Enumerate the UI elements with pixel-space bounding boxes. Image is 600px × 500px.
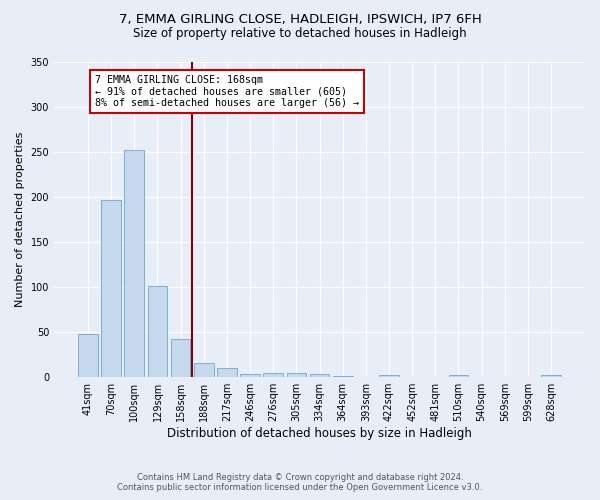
X-axis label: Distribution of detached houses by size in Hadleigh: Distribution of detached houses by size …: [167, 427, 472, 440]
Y-axis label: Number of detached properties: Number of detached properties: [15, 132, 25, 307]
Bar: [171, 340, 190, 377]
Bar: [240, 374, 260, 377]
Text: Contains HM Land Registry data © Crown copyright and database right 2024.
Contai: Contains HM Land Registry data © Crown c…: [118, 473, 482, 492]
Bar: [541, 374, 561, 377]
Bar: [101, 200, 121, 377]
Bar: [124, 150, 144, 377]
Text: 7 EMMA GIRLING CLOSE: 168sqm
← 91% of detached houses are smaller (605)
8% of se: 7 EMMA GIRLING CLOSE: 168sqm ← 91% of de…: [95, 75, 359, 108]
Bar: [263, 372, 283, 377]
Text: Size of property relative to detached houses in Hadleigh: Size of property relative to detached ho…: [133, 28, 467, 40]
Bar: [449, 374, 468, 377]
Bar: [379, 374, 399, 377]
Bar: [287, 372, 306, 377]
Bar: [217, 368, 237, 377]
Bar: [148, 286, 167, 377]
Bar: [310, 374, 329, 377]
Bar: [78, 334, 98, 377]
Text: 7, EMMA GIRLING CLOSE, HADLEIGH, IPSWICH, IP7 6FH: 7, EMMA GIRLING CLOSE, HADLEIGH, IPSWICH…: [119, 12, 481, 26]
Bar: [194, 363, 214, 377]
Bar: [333, 376, 353, 377]
